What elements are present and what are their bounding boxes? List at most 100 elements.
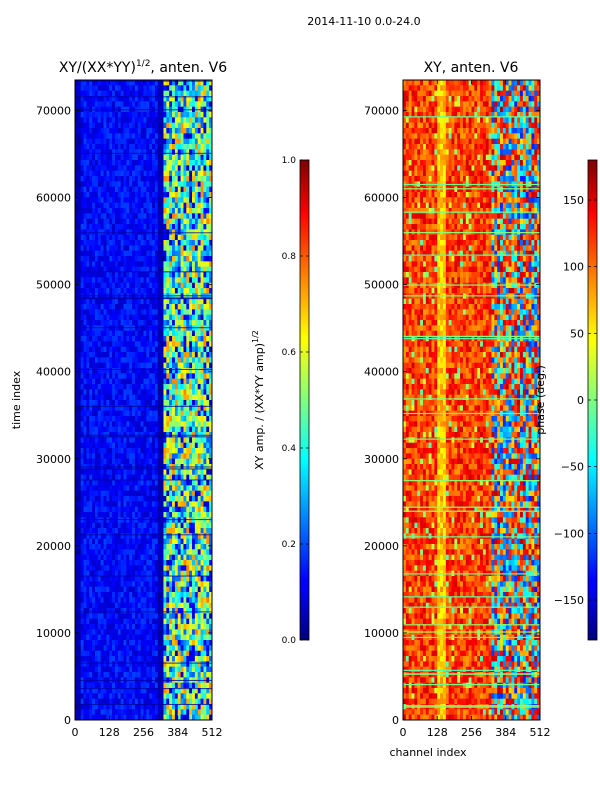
heatmap-cell	[154, 522, 159, 529]
heatmap-cell	[94, 80, 99, 86]
heatmap-cell	[106, 229, 110, 236]
heatmap-cell	[86, 634, 90, 641]
heatmap-cell	[177, 309, 182, 316]
heatmap-cell	[109, 453, 113, 460]
heatmap-cell	[143, 490, 147, 497]
heatmap-cell	[109, 314, 113, 321]
heatmap-cell	[97, 512, 102, 518]
heatmap-cell	[186, 544, 190, 550]
heatmap-cell	[103, 213, 107, 220]
heatmap-cell	[80, 613, 84, 620]
heatmap-cell	[160, 597, 164, 604]
heatmap-cell	[123, 314, 127, 321]
heatmap-cell	[154, 128, 159, 134]
heatmap-cell	[94, 506, 99, 513]
heatmap-cell	[100, 117, 104, 124]
heatmap-cell	[77, 629, 82, 636]
heatmap-cell	[86, 330, 90, 337]
heatmap-cell	[157, 304, 162, 310]
heatmap-cell	[117, 362, 122, 369]
heatmap-cell	[192, 181, 196, 188]
heatmap-cell	[77, 581, 82, 588]
heatmap-cell	[112, 544, 116, 550]
heatmap-cell	[177, 437, 182, 444]
heatmap-cell	[120, 661, 124, 668]
heatmap-cell	[123, 309, 127, 316]
heatmap-cell	[132, 176, 136, 182]
heatmap-cell	[192, 85, 196, 92]
heatmap-cell	[83, 554, 87, 561]
heatmap-cell	[80, 394, 84, 401]
heatmap-cell	[157, 522, 162, 529]
heatmap-cell	[189, 304, 193, 310]
heatmap-cell	[129, 544, 133, 550]
heatmap-cell	[129, 394, 133, 401]
heatmap-cell	[117, 186, 122, 193]
heatmap-cell	[163, 682, 167, 689]
heatmap-cell	[80, 624, 84, 630]
heatmap-cell	[183, 384, 187, 390]
heatmap-cell	[80, 629, 84, 636]
heatmap-cell	[77, 624, 82, 630]
heatmap-cell	[146, 458, 150, 465]
heatmap-cell	[189, 672, 193, 678]
heatmap-cell	[146, 298, 150, 305]
heatmap-cell	[137, 378, 142, 385]
heatmap-cell	[123, 576, 127, 582]
heatmap-cell	[106, 368, 110, 374]
heatmap-cell	[112, 469, 116, 476]
heatmap-cell	[75, 517, 79, 524]
heatmap-cell	[123, 378, 127, 385]
heatmap-cell	[100, 261, 104, 268]
heatmap-cell	[129, 602, 133, 609]
heatmap-cell	[163, 416, 167, 422]
heatmap-cell	[177, 261, 182, 268]
heatmap-cell	[177, 693, 182, 700]
heatmap-cell	[154, 704, 159, 710]
heatmap-cell	[129, 480, 133, 486]
heatmap-cell	[112, 160, 116, 166]
heatmap-cell	[160, 138, 164, 145]
heatmap-cell	[100, 565, 104, 572]
heatmap-cell	[140, 346, 144, 353]
heatmap-cell	[140, 698, 144, 705]
heatmap-cell	[123, 277, 127, 284]
heatmap-cell	[137, 512, 142, 518]
heatmap-cell	[92, 538, 96, 545]
heatmap-cell	[80, 501, 84, 508]
heatmap-cell	[169, 133, 173, 140]
heatmap-cell	[186, 330, 190, 337]
heatmap-cell	[126, 613, 130, 620]
heatmap-cell	[106, 554, 110, 561]
heatmap-cell	[89, 186, 93, 193]
heatmap-cell	[132, 661, 136, 668]
heatmap-cell	[129, 192, 133, 198]
heatmap-cell	[163, 517, 167, 524]
heatmap-cell	[163, 704, 167, 710]
heatmap-cell	[160, 213, 164, 220]
heatmap-cell	[112, 85, 116, 92]
heatmap-cell	[143, 288, 147, 294]
heatmap-cell	[94, 133, 99, 140]
heatmap-cell	[140, 170, 144, 177]
heatmap-cell	[186, 629, 190, 636]
heatmap-cell	[137, 288, 142, 294]
heatmap-cell	[75, 176, 79, 182]
heatmap-cell	[89, 426, 93, 433]
heatmap-cell	[134, 304, 139, 310]
heatmap-cell	[112, 714, 116, 720]
heatmap-cell	[140, 373, 144, 380]
heatmap-cell	[112, 592, 116, 598]
heatmap-cell	[174, 458, 179, 465]
heatmap-cell	[166, 522, 170, 529]
heatmap-cell	[117, 549, 122, 556]
heatmap-cell	[109, 624, 113, 630]
heatmap-cell	[132, 160, 136, 166]
heatmap-cell	[109, 704, 113, 710]
heatmap-cell	[169, 629, 173, 636]
heatmap-cell	[154, 421, 159, 428]
heatmap-cell	[180, 352, 184, 358]
heatmap-cell	[117, 490, 122, 497]
heatmap-cell	[97, 672, 102, 678]
heatmap-cell	[89, 133, 93, 140]
